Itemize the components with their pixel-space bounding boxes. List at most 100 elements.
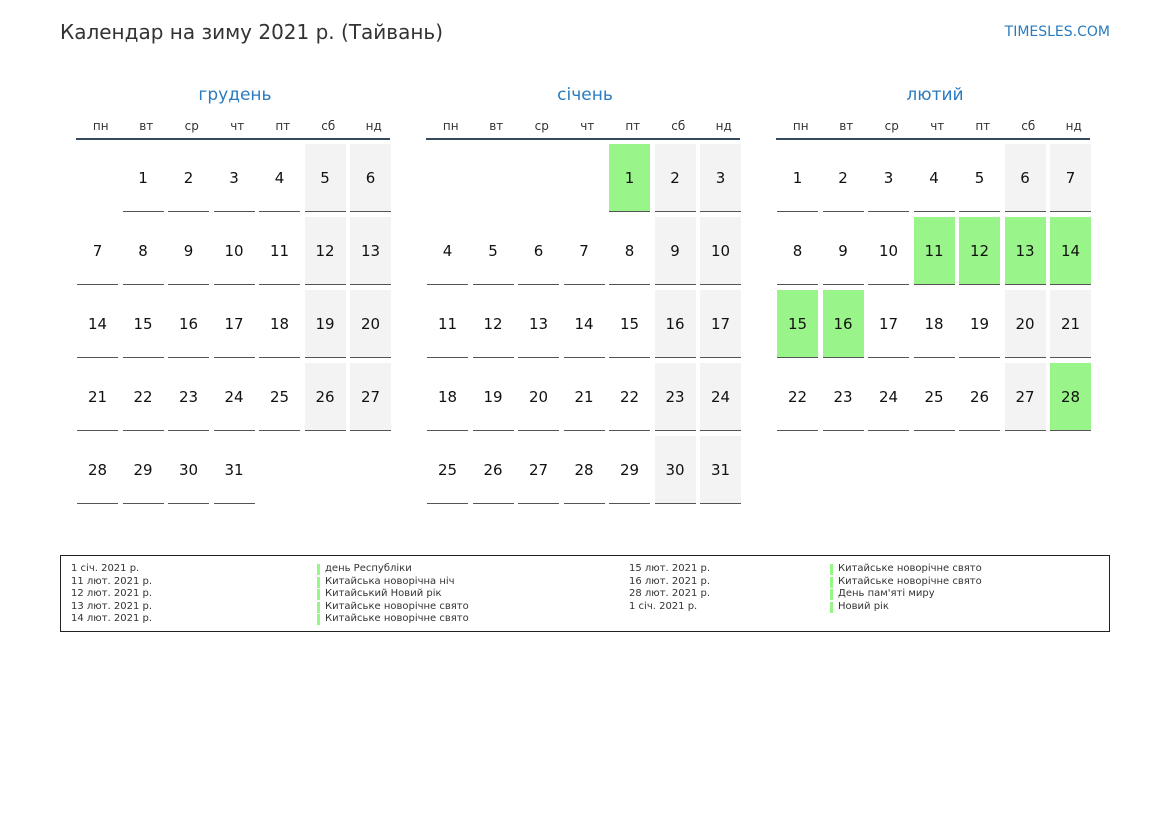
day-cell[interactable]: 22 xyxy=(777,362,823,435)
day-cell[interactable]: 19 xyxy=(959,289,1005,362)
day-cell[interactable]: 31 xyxy=(700,435,746,508)
day-cell[interactable]: 25 xyxy=(913,362,960,435)
day-cell[interactable]: 18 xyxy=(259,289,305,362)
day-cell[interactable]: 15 xyxy=(122,289,169,362)
day-cell[interactable]: 13 xyxy=(1004,216,1051,289)
day-cell[interactable]: 10 xyxy=(700,216,746,289)
day-cell[interactable]: 14 xyxy=(563,289,610,362)
day-cell[interactable]: 18 xyxy=(427,362,473,435)
day-cell[interactable]: 16 xyxy=(822,289,869,362)
day-cell[interactable]: 31 xyxy=(213,435,260,508)
day-cell[interactable]: 3 xyxy=(213,143,260,216)
day-cell[interactable]: 6 xyxy=(518,216,564,289)
day-cell[interactable]: 20 xyxy=(1004,289,1051,362)
day-cell[interactable]: 6 xyxy=(350,143,396,216)
day-cell[interactable]: 25 xyxy=(427,435,473,508)
legend-date: 15 лют. 2021 р. xyxy=(629,563,711,574)
day-number: 20 xyxy=(350,290,391,358)
day-cell[interactable]: 29 xyxy=(609,435,655,508)
day-cell[interactable]: 24 xyxy=(868,362,914,435)
day-cell[interactable]: 10 xyxy=(868,216,914,289)
day-cell[interactable]: 11 xyxy=(913,216,960,289)
day-cell[interactable]: 14 xyxy=(1050,216,1096,289)
day-cell[interactable]: 13 xyxy=(518,289,564,362)
day-cell[interactable]: 21 xyxy=(77,362,123,435)
day-cell[interactable]: 1 xyxy=(609,143,655,216)
day-number: 1 xyxy=(777,144,818,212)
day-cell[interactable]: 30 xyxy=(168,435,214,508)
day-number: 18 xyxy=(427,363,468,431)
day-cell[interactable]: 23 xyxy=(168,362,214,435)
day-cell[interactable]: 4 xyxy=(259,143,305,216)
day-cell[interactable]: 20 xyxy=(350,289,396,362)
day-cell[interactable]: 9 xyxy=(168,216,214,289)
day-cell[interactable]: 10 xyxy=(213,216,260,289)
day-cell[interactable]: 8 xyxy=(609,216,655,289)
day-cell[interactable]: 11 xyxy=(427,289,473,362)
day-cell[interactable]: 5 xyxy=(472,216,519,289)
day-cell[interactable]: 29 xyxy=(122,435,169,508)
day-cell[interactable]: 21 xyxy=(563,362,610,435)
day-cell[interactable]: 17 xyxy=(700,289,746,362)
day-cell[interactable]: 9 xyxy=(654,216,701,289)
day-cell[interactable]: 8 xyxy=(122,216,169,289)
day-cell[interactable]: 1 xyxy=(122,143,169,216)
day-cell[interactable]: 20 xyxy=(518,362,564,435)
weekday-label: пт xyxy=(625,119,641,133)
day-cell[interactable]: 23 xyxy=(822,362,869,435)
day-cell[interactable]: 27 xyxy=(1004,362,1051,435)
day-cell[interactable]: 7 xyxy=(1050,143,1096,216)
day-cell[interactable]: 16 xyxy=(168,289,214,362)
day-cell[interactable]: 16 xyxy=(654,289,701,362)
day-cell[interactable]: 7 xyxy=(563,216,610,289)
day-cell[interactable]: 22 xyxy=(609,362,655,435)
day-cell[interactable]: 17 xyxy=(213,289,260,362)
day-cell[interactable]: 13 xyxy=(350,216,396,289)
day-cell[interactable]: 5 xyxy=(304,143,351,216)
day-cell[interactable]: 27 xyxy=(350,362,396,435)
day-cell[interactable]: 6 xyxy=(1004,143,1051,216)
legend-holiday-name: День пам'яті миру xyxy=(830,588,982,601)
day-cell[interactable]: 24 xyxy=(700,362,746,435)
day-cell[interactable]: 25 xyxy=(259,362,305,435)
day-cell[interactable]: 9 xyxy=(822,216,869,289)
day-cell[interactable]: 3 xyxy=(868,143,914,216)
day-cell[interactable]: 30 xyxy=(654,435,701,508)
day-cell[interactable]: 23 xyxy=(654,362,701,435)
day-cell[interactable]: 12 xyxy=(304,216,351,289)
day-cell[interactable]: 26 xyxy=(472,435,519,508)
day-cell[interactable]: 5 xyxy=(959,143,1005,216)
day-cell[interactable]: 1 xyxy=(777,143,823,216)
day-cell[interactable]: 26 xyxy=(959,362,1005,435)
day-cell[interactable]: 17 xyxy=(868,289,914,362)
legend-holiday-name: Китайське новорічне свято xyxy=(317,613,469,626)
day-cell[interactable]: 4 xyxy=(427,216,473,289)
day-cell[interactable]: 2 xyxy=(822,143,869,216)
day-cell[interactable]: 2 xyxy=(654,143,701,216)
day-cell[interactable]: 28 xyxy=(1050,362,1096,435)
day-cell[interactable]: 22 xyxy=(122,362,169,435)
day-cell[interactable]: 28 xyxy=(563,435,610,508)
weekday-header: пн вт ср чт пт сб нд xyxy=(776,114,1094,138)
day-cell[interactable]: 24 xyxy=(213,362,260,435)
day-cell[interactable]: 12 xyxy=(472,289,519,362)
day-cell[interactable]: 15 xyxy=(777,289,823,362)
day-cell[interactable]: 26 xyxy=(304,362,351,435)
day-cell[interactable]: 8 xyxy=(777,216,823,289)
day-cell[interactable]: 14 xyxy=(77,289,123,362)
day-cell[interactable]: 15 xyxy=(609,289,655,362)
weekday-label: ср xyxy=(534,119,549,133)
day-cell[interactable]: 19 xyxy=(472,362,519,435)
day-cell[interactable]: 18 xyxy=(913,289,960,362)
day-cell[interactable]: 2 xyxy=(168,143,214,216)
day-cell[interactable]: 12 xyxy=(959,216,1005,289)
site-link[interactable]: TIMESLES.COM xyxy=(1004,24,1110,40)
day-cell[interactable]: 11 xyxy=(259,216,305,289)
day-cell[interactable]: 21 xyxy=(1050,289,1096,362)
day-cell[interactable]: 3 xyxy=(700,143,746,216)
day-cell[interactable]: 19 xyxy=(304,289,351,362)
day-cell[interactable]: 7 xyxy=(77,216,123,289)
day-cell[interactable]: 4 xyxy=(913,143,960,216)
day-cell[interactable]: 28 xyxy=(77,435,123,508)
day-cell[interactable]: 27 xyxy=(518,435,564,508)
